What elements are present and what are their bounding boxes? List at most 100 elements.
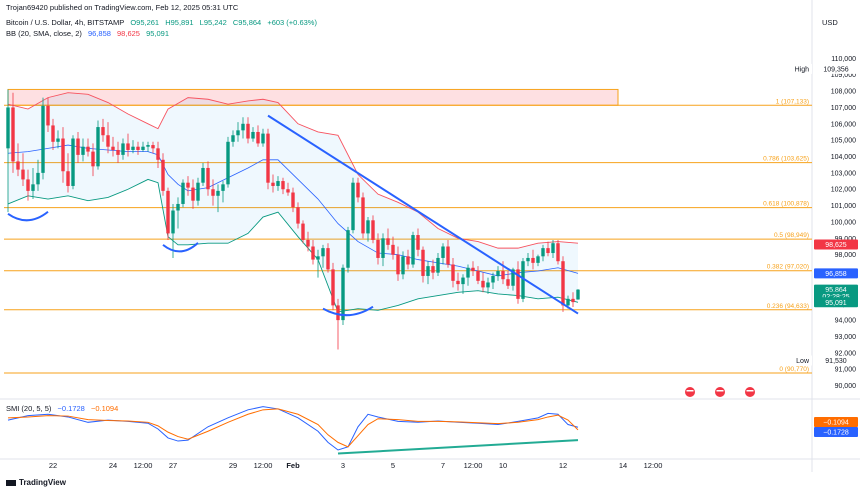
candle-body xyxy=(346,230,350,268)
price-tick-label: 110,000 xyxy=(831,56,856,63)
candle-body xyxy=(211,189,215,196)
time-tick-label: 22 xyxy=(49,461,57,470)
price-badge-value: 109,356 xyxy=(823,66,848,73)
smi-legend[interactable]: SMI (20, 5, 5) −0.1728 −0.1094 xyxy=(6,404,122,414)
price-tick-label: 102,000 xyxy=(831,187,856,194)
smi-badge-value: −0.1094 xyxy=(823,420,849,427)
time-tick-label: Feb xyxy=(286,461,300,470)
candle-body xyxy=(566,298,570,306)
price-badge-bg xyxy=(814,268,858,279)
bb-legend[interactable]: BB (20, SMA, close, 2) 96,858 98,625 95,… xyxy=(6,29,173,39)
support-arc xyxy=(7,210,49,222)
candle-body xyxy=(476,271,480,281)
candle-body xyxy=(386,238,390,245)
price-badge-bg xyxy=(814,297,858,308)
candle-body xyxy=(441,246,445,258)
candle-body xyxy=(471,267,475,272)
candle-body xyxy=(576,289,580,300)
candle-body xyxy=(106,135,110,147)
candle-body xyxy=(436,257,440,273)
candle-body xyxy=(96,127,100,167)
candle-body xyxy=(246,123,250,139)
candle-body xyxy=(111,146,115,150)
candle-body xyxy=(161,159,165,191)
price-badge-value: 95,864 xyxy=(825,287,847,294)
candle-body xyxy=(306,239,310,247)
price-tick-label: 109,000 xyxy=(831,72,856,79)
fib-level-label: 0.236 (94,633) xyxy=(767,303,809,310)
candle-body xyxy=(331,269,335,306)
candle-body xyxy=(281,181,285,190)
tradingview-logo[interactable]: TradingView xyxy=(6,478,66,487)
candle-body xyxy=(291,192,295,208)
candle-body xyxy=(56,138,60,142)
candle-body xyxy=(241,123,245,131)
candle-body xyxy=(521,261,525,299)
bullish-divergence-line xyxy=(337,439,579,455)
bb-upper-line xyxy=(7,92,579,249)
price-tick-label: 105,000 xyxy=(831,138,856,145)
time-tick-label: 14 xyxy=(619,461,627,470)
price-tick-label: 93,000 xyxy=(835,334,857,341)
candle-body xyxy=(186,182,190,188)
candle-body xyxy=(311,246,315,260)
candle-body xyxy=(501,271,505,280)
candle-body xyxy=(176,203,180,211)
symbol-label: Bitcoin / U.S. Dollar, 4h, BITSTAMP xyxy=(6,18,125,27)
candle-body xyxy=(301,223,305,240)
support-arc xyxy=(162,242,199,253)
us-flag-icon xyxy=(715,387,725,397)
price-badge-label: High xyxy=(795,66,810,73)
candle-body xyxy=(46,105,50,126)
candle-body xyxy=(486,282,490,288)
candle-body xyxy=(6,107,10,149)
price-tick-label: 101,000 xyxy=(831,203,856,210)
candle-body xyxy=(361,197,365,234)
tv-brand: TradingView xyxy=(19,478,66,487)
candle-body xyxy=(286,189,290,193)
flag-stripe xyxy=(746,390,754,392)
candle-body xyxy=(406,256,410,265)
candle-body xyxy=(16,161,20,170)
candle-body xyxy=(431,266,435,273)
flag-stripe xyxy=(686,390,694,392)
smi-value-2: −0.1094 xyxy=(90,404,119,413)
candle-body xyxy=(426,266,430,276)
candle-body xyxy=(101,127,105,136)
price-badge-label: Low xyxy=(796,358,810,365)
candle-body xyxy=(571,298,575,303)
smi-badge-value: −0.1728 xyxy=(823,430,849,437)
descending-trendline xyxy=(267,114,579,315)
candle-body xyxy=(41,105,45,173)
candle-body xyxy=(31,184,35,191)
candle-body xyxy=(191,187,195,201)
price-tick-label: 94,000 xyxy=(835,318,857,325)
price-tick-label: 99,000 xyxy=(835,236,857,243)
candle-body xyxy=(401,256,405,275)
candle-body xyxy=(336,305,340,321)
price-tick-label: 108,000 xyxy=(831,89,856,96)
price-tick-label: 104,000 xyxy=(831,154,856,161)
candle-body xyxy=(466,267,470,278)
time-tick-label: 12:00 xyxy=(134,461,153,470)
price-tick-label: 90,000 xyxy=(835,383,857,390)
candle-body xyxy=(146,145,150,147)
candle-body xyxy=(391,244,395,255)
publish-info: Trojan69420 published on TradingView.com… xyxy=(6,3,239,12)
candle-body xyxy=(136,146,140,150)
smi-label: SMI (20, 5, 5) xyxy=(6,404,52,413)
candle-body xyxy=(126,143,130,150)
us-flag-icon xyxy=(685,387,695,397)
candle-body xyxy=(456,280,460,285)
currency-label: USD xyxy=(822,18,838,27)
fib-level-label: 0.618 (100,878) xyxy=(763,201,809,208)
candle-body xyxy=(546,248,550,254)
candle-body xyxy=(266,133,270,183)
time-tick-label: 12:00 xyxy=(254,461,273,470)
candle-body xyxy=(506,279,510,286)
smi-value-1: −0.1728 xyxy=(57,404,85,413)
candle-body xyxy=(116,149,120,155)
candle-body xyxy=(326,248,330,270)
price-badge-bg xyxy=(814,355,858,366)
